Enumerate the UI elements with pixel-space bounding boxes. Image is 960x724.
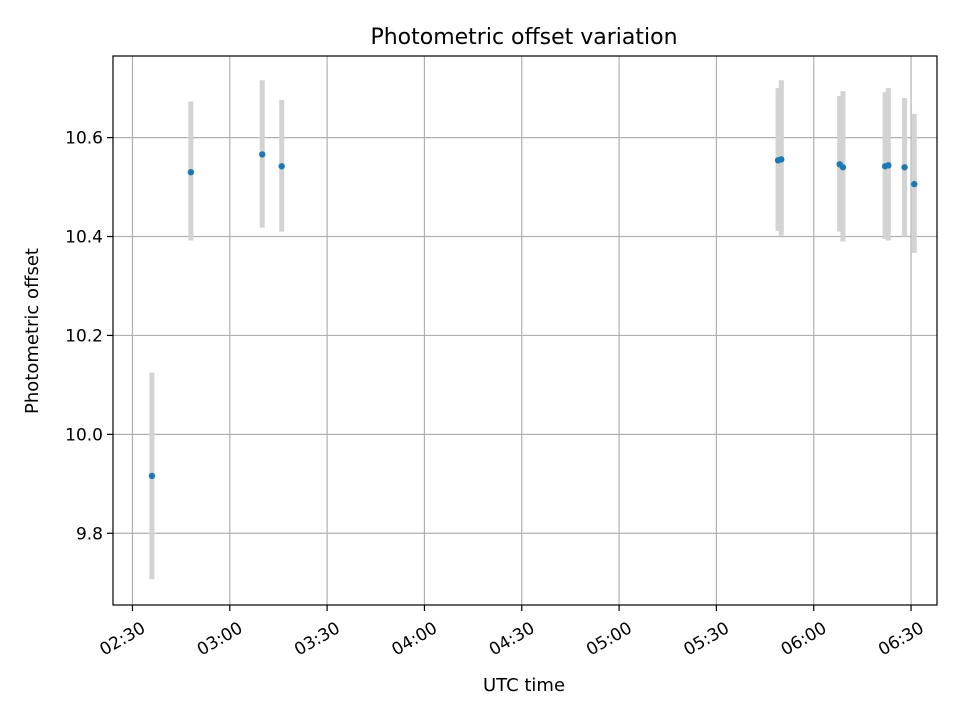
data-point [148, 472, 156, 480]
x-axis-ticks: 02:30 03:00 03:30 04:00 04:30 05:00 05:30 06:00… [97, 605, 928, 660]
data-point [778, 156, 785, 163]
x-tick-label: 04:30 [486, 618, 538, 660]
data-point [885, 162, 892, 169]
data-point [839, 164, 847, 171]
y-axis-ticks: 9.8 10.0 10.2 10.4 10.6 [65, 129, 113, 544]
chart-title: Photometric offset variation [370, 25, 677, 50]
plot-frame [112, 55, 938, 606]
data-point [901, 164, 908, 171]
x-tick-label: 05:30 [680, 618, 732, 660]
data-points [148, 151, 918, 480]
data-point [259, 151, 266, 158]
y-axis-label: Photometric offset [22, 248, 43, 414]
y-tick-label: 10.4 [65, 228, 103, 248]
data-point [187, 169, 195, 176]
x-tick-label: 02:30 [97, 618, 149, 660]
y-tick-label: 10.6 [65, 129, 103, 149]
x-tick-label: 04:00 [388, 618, 440, 660]
grid-lines [113, 56, 937, 605]
y-tick-label: 9.8 [76, 524, 103, 544]
y-tick-label: 10.0 [65, 425, 103, 445]
x-tick-label: 06:30 [875, 618, 927, 660]
x-tick-label: 03:30 [291, 618, 343, 660]
data-point [278, 163, 285, 170]
x-tick-label: 06:00 [778, 618, 830, 660]
data-point [911, 180, 918, 188]
x-tick-label: 03:00 [194, 618, 246, 660]
y-tick-label: 10.2 [65, 326, 103, 346]
error-bars [149, 80, 917, 580]
x-tick-label: 05:00 [583, 618, 635, 660]
x-axis-label: UTC time [483, 675, 565, 696]
